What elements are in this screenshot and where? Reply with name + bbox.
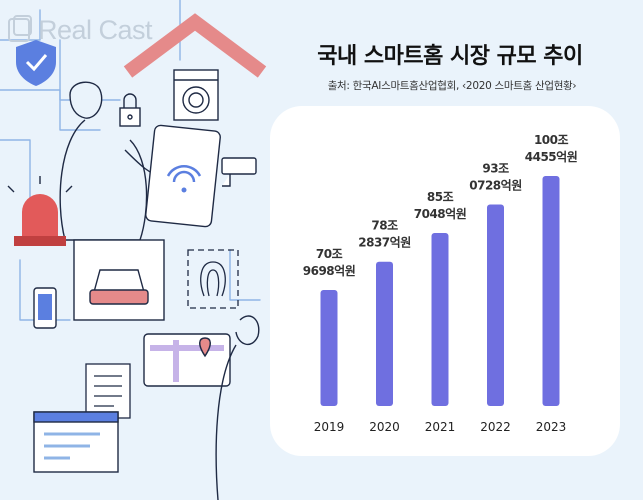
lock-icon	[119, 93, 141, 127]
logo-icon	[8, 15, 32, 42]
x-tick-label-2021: 2021	[425, 420, 456, 434]
bar-2023	[542, 176, 560, 406]
browser-window-icon	[33, 411, 119, 473]
chart-title: 국내 스마트홈 시장 규모 추이	[317, 44, 583, 69]
x-tick-label-2022: 2022	[480, 420, 511, 434]
x-tick-label-2020: 2020	[369, 420, 400, 434]
data-label-2020-1: 78조	[371, 219, 398, 233]
data-label-2021-1: 85조	[427, 190, 454, 204]
person-figure-2	[215, 315, 260, 500]
x-tick-label-2019: 2019	[314, 420, 345, 434]
data-label-2019-1: 70조	[316, 247, 343, 261]
data-label-2022-2: 0728억원	[469, 179, 521, 193]
washing-machine-icon	[173, 69, 219, 121]
alarm-siren-icon	[7, 176, 73, 246]
car-camera-panel	[73, 239, 165, 321]
logo-text: Real Cast	[38, 14, 153, 45]
phone-icon	[33, 287, 57, 329]
bar-2022	[487, 204, 504, 406]
data-label-2020-2: 2837억원	[358, 236, 410, 250]
fingerprint-icon	[187, 249, 239, 309]
bar-2019	[320, 290, 338, 406]
data-label-2023-2: 4455억원	[525, 150, 577, 164]
brand-logo: Real Cast	[6, 10, 153, 50]
tablet-wifi-icon	[145, 124, 221, 228]
cctv-camera-icon	[221, 157, 257, 187]
bar-2020	[376, 261, 393, 406]
data-label-2022-1: 93조	[482, 162, 509, 176]
map-icon	[143, 333, 231, 387]
house-roof-icon	[123, 13, 267, 78]
data-label-2021-2: 7048억원	[414, 207, 466, 221]
bar-2021	[431, 233, 449, 406]
data-label-2019-2: 9698억원	[303, 264, 355, 278]
shield-icon	[16, 40, 56, 86]
x-tick-label-2023: 2023	[536, 420, 567, 434]
document-icon	[85, 363, 131, 419]
data-label-2023-1: 100조	[534, 133, 569, 147]
chart-source: 출처: 한국AI스마트홈산업협회, ‹2020 스마트홈 산업현황›	[327, 80, 577, 92]
